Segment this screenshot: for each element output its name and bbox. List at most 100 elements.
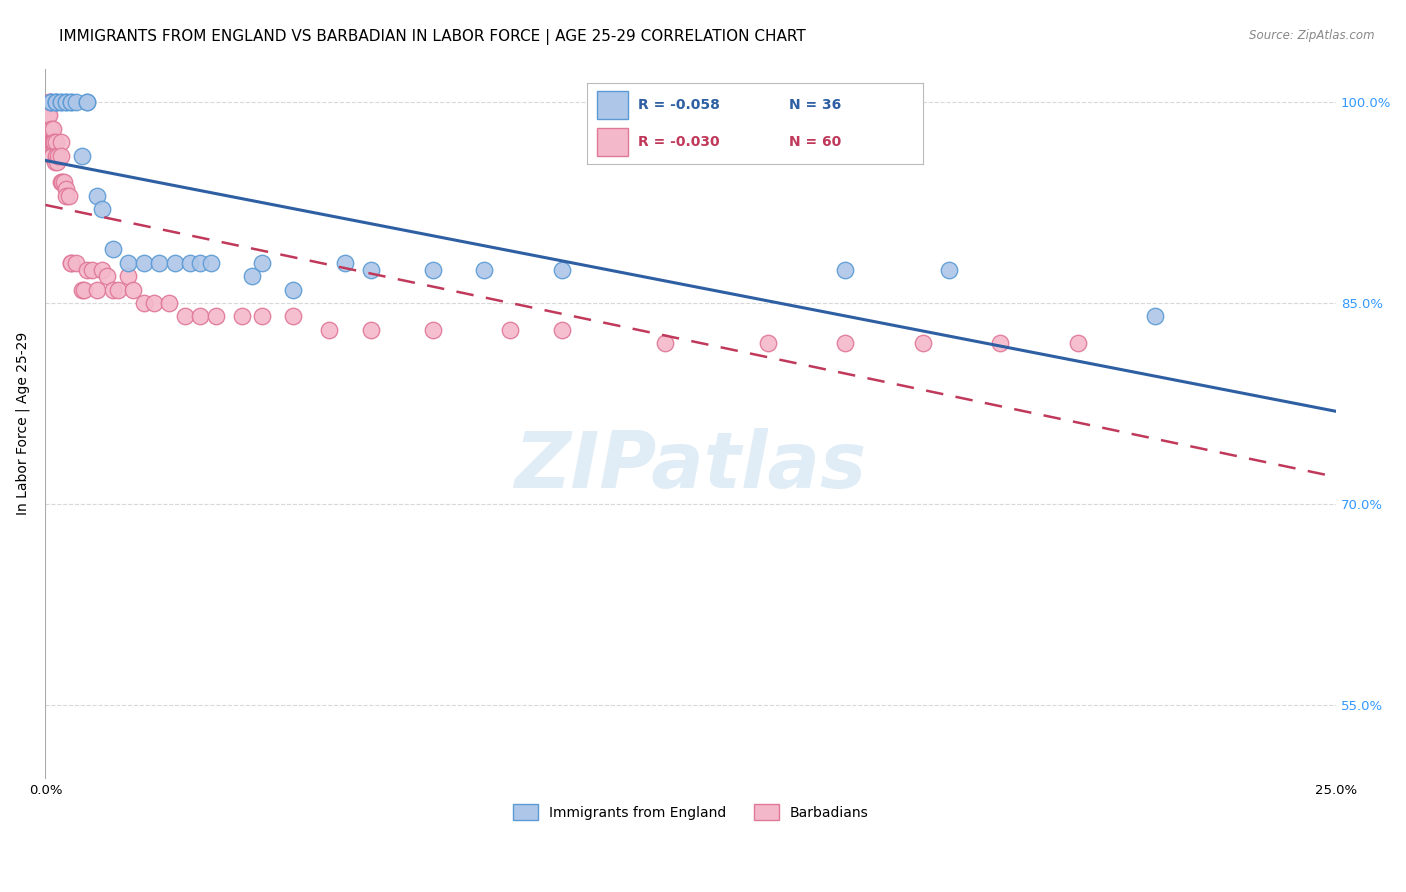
- Point: [52, 176, 75, 190]
- Point: [283, 310, 305, 324]
- Point: [38, 108, 60, 122]
- Point: [49, 135, 72, 149]
- Point: [60, 256, 83, 270]
- Point: [117, 256, 139, 270]
- Point: [333, 256, 356, 270]
- Point: [107, 283, 129, 297]
- Point: [988, 336, 1011, 351]
- Point: [42, 135, 65, 149]
- Point: [252, 256, 274, 270]
- Point: [38, 95, 60, 109]
- Point: [132, 256, 155, 270]
- Point: [550, 262, 572, 277]
- Point: [76, 262, 98, 277]
- Point: [39, 95, 62, 109]
- Point: [58, 189, 80, 203]
- Point: [654, 336, 676, 351]
- Point: [834, 336, 856, 351]
- Legend: Immigrants from England, Barbadians: Immigrants from England, Barbadians: [508, 799, 875, 825]
- Point: [157, 296, 180, 310]
- Point: [45, 95, 67, 109]
- Point: [142, 296, 165, 310]
- Point: [55, 182, 77, 196]
- Point: [44, 155, 66, 169]
- Point: [422, 323, 444, 337]
- Point: [41, 135, 63, 149]
- Point: [1067, 336, 1090, 351]
- Point: [122, 283, 145, 297]
- Point: [76, 95, 98, 109]
- Point: [117, 269, 139, 284]
- Point: [55, 95, 77, 109]
- Point: [911, 336, 934, 351]
- Point: [65, 256, 87, 270]
- Text: ZIPatlas: ZIPatlas: [515, 428, 866, 504]
- Point: [45, 135, 67, 149]
- Point: [35, 135, 58, 149]
- Point: [51, 176, 73, 190]
- Point: [283, 283, 305, 297]
- Point: [148, 256, 170, 270]
- Point: [35, 108, 58, 122]
- Point: [45, 95, 67, 109]
- Point: [70, 283, 93, 297]
- Point: [101, 243, 124, 257]
- Point: [422, 262, 444, 277]
- Point: [240, 269, 263, 284]
- Point: [48, 148, 70, 162]
- Point: [37, 108, 59, 122]
- Point: [188, 256, 211, 270]
- Point: [42, 135, 65, 149]
- Point: [45, 95, 67, 109]
- Point: [60, 256, 83, 270]
- Point: [86, 189, 108, 203]
- Point: [163, 256, 186, 270]
- Point: [60, 95, 83, 109]
- Point: [132, 296, 155, 310]
- Point: [65, 95, 87, 109]
- Point: [91, 202, 114, 217]
- Point: [252, 310, 274, 324]
- Point: [91, 262, 114, 277]
- Point: [49, 148, 72, 162]
- Point: [38, 95, 60, 109]
- Point: [1144, 310, 1167, 324]
- Point: [173, 310, 195, 324]
- Point: [39, 135, 62, 149]
- Point: [60, 95, 83, 109]
- Text: IMMIGRANTS FROM ENGLAND VS BARBADIAN IN LABOR FORCE | AGE 25-29 CORRELATION CHAR: IMMIGRANTS FROM ENGLAND VS BARBADIAN IN …: [59, 29, 806, 45]
- Point: [55, 189, 77, 203]
- Point: [360, 323, 382, 337]
- Point: [41, 148, 63, 162]
- Point: [39, 121, 62, 136]
- Point: [96, 269, 118, 284]
- Point: [499, 323, 522, 337]
- Point: [55, 95, 77, 109]
- Y-axis label: In Labor Force | Age 25-29: In Labor Force | Age 25-29: [15, 332, 30, 516]
- Point: [472, 262, 495, 277]
- Point: [101, 283, 124, 297]
- Point: [231, 310, 253, 324]
- Point: [86, 283, 108, 297]
- Point: [834, 262, 856, 277]
- Point: [80, 262, 103, 277]
- Point: [49, 95, 72, 109]
- Point: [45, 155, 67, 169]
- Text: Source: ZipAtlas.com: Source: ZipAtlas.com: [1250, 29, 1375, 42]
- Point: [70, 148, 93, 162]
- Point: [550, 323, 572, 337]
- Point: [42, 121, 65, 136]
- Point: [188, 310, 211, 324]
- Point: [204, 310, 226, 324]
- Point: [76, 95, 98, 109]
- Point: [179, 256, 201, 270]
- Point: [200, 256, 222, 270]
- Point: [318, 323, 340, 337]
- Point: [938, 262, 960, 277]
- Point: [360, 262, 382, 277]
- Point: [45, 148, 67, 162]
- Point: [39, 95, 62, 109]
- Point: [49, 176, 72, 190]
- Point: [756, 336, 779, 351]
- Point: [49, 95, 72, 109]
